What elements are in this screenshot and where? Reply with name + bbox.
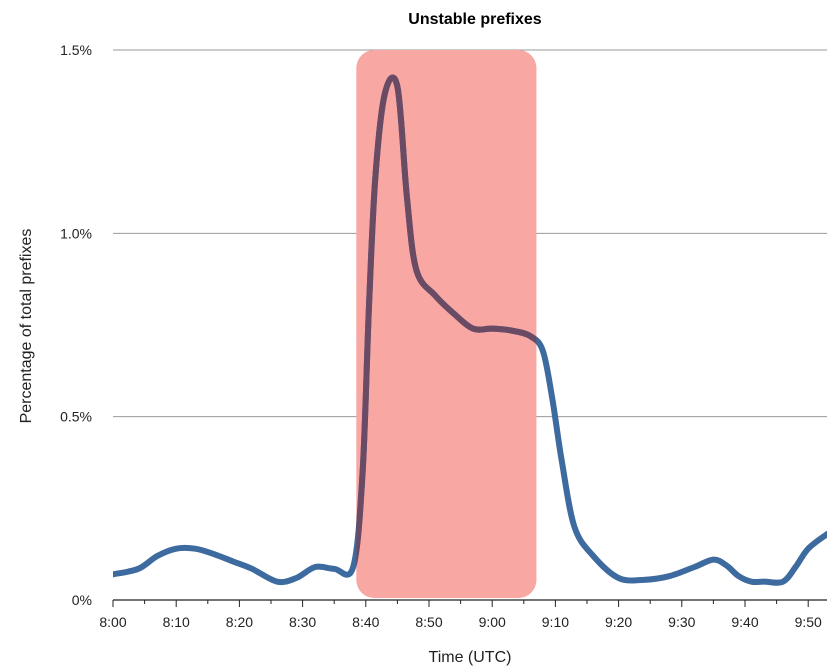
- highlight-region-layer: [356, 50, 537, 598]
- x-axis-label: Time (UTC): [429, 649, 512, 666]
- y-tick-label: 0.5%: [60, 409, 92, 425]
- x-tick-label: 9:30: [668, 614, 695, 630]
- y-tick-label: 0%: [72, 592, 92, 608]
- series-layer: [113, 74, 827, 586]
- x-tick-label: 8:30: [289, 614, 316, 630]
- y-tick-labels: 0% 0.5% 1.0% 1.5%: [60, 42, 92, 608]
- axes: [112, 599, 827, 607]
- x-tick-labels: 8:00 8:10 8:20 8:30 8:40 8:50 9:00 9:10 9:20 9:30…: [99, 614, 822, 630]
- x-tick-label: 9:20: [605, 614, 632, 630]
- x-tick-label: 8:50: [415, 614, 442, 630]
- highlight-region: [356, 50, 537, 598]
- x-tick-label: 9:40: [731, 614, 758, 630]
- y-tick-label: 1.0%: [60, 225, 92, 241]
- series-line-highlighted-segment: [356, 74, 537, 567]
- chart-title: Unstable prefixes: [408, 11, 541, 28]
- x-tick-label: 8:40: [352, 614, 379, 630]
- x-tick-label: 9:10: [542, 614, 569, 630]
- x-tick-label: 8:00: [99, 614, 126, 630]
- x-tick-label: 8:10: [163, 614, 190, 630]
- x-tick-label: 9:00: [479, 614, 506, 630]
- x-tick-label: 8:20: [226, 614, 253, 630]
- y-axis-label: Percentage of total prefixes: [18, 229, 35, 424]
- y-tick-label: 1.5%: [60, 42, 92, 58]
- x-tick-label: 9:50: [795, 614, 822, 630]
